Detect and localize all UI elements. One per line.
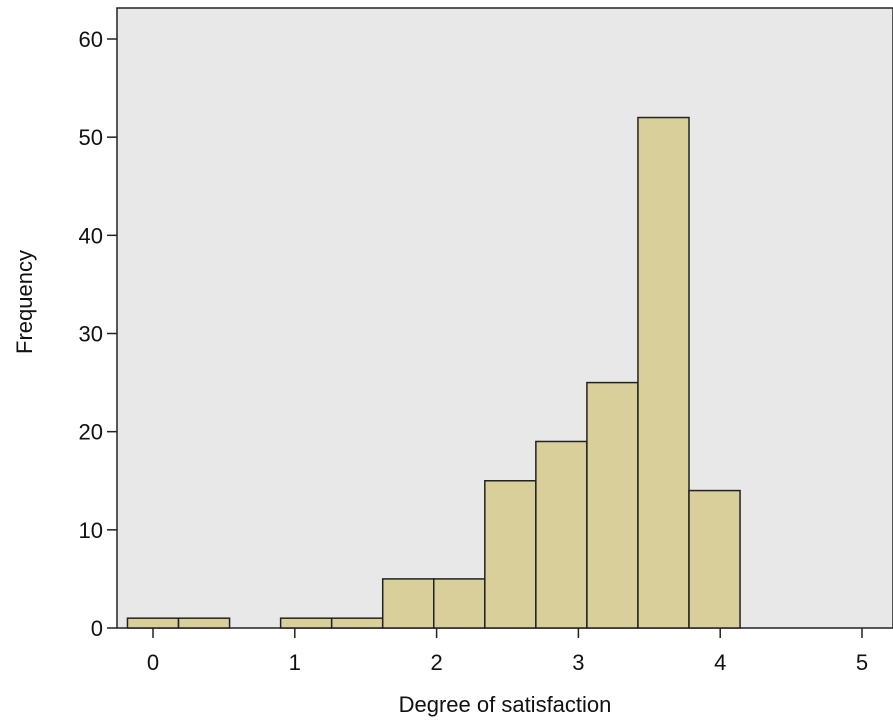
x-tick-label: 2 [430,650,442,675]
histogram-bar [484,480,537,629]
histogram-bar [177,617,231,629]
y-tick-label: 40 [79,223,103,248]
y-axis: 0 10 20 30 40 50 60 [79,27,117,641]
histogram-bar [688,489,741,629]
x-tick-label: 5 [856,650,868,675]
y-tick-label: 20 [79,420,103,445]
histogram-bar [535,440,588,629]
histogram-bar [330,617,384,629]
histogram-bar [637,116,690,629]
x-tick-label: 1 [289,650,301,675]
y-tick-label: 10 [79,518,103,543]
y-axis-title: Frequency [12,250,37,354]
histogram-bar [586,381,639,629]
histogram-bar [126,617,180,629]
histogram-bar [381,578,435,629]
histogram-bar [279,617,333,629]
x-tick-label: 4 [714,650,726,675]
histogram-bar [433,578,486,629]
x-tick-label: 0 [147,650,159,675]
y-tick-label: 50 [79,125,103,150]
x-axis-title: Degree of satisfaction [399,692,612,717]
y-tick-label: 60 [79,27,103,52]
bars-group [126,116,741,629]
y-tick-label: 30 [79,322,103,347]
x-axis: 0 1 2 3 4 5 [147,628,868,675]
y-tick-label: 0 [91,616,103,641]
x-tick-label: 3 [572,650,584,675]
